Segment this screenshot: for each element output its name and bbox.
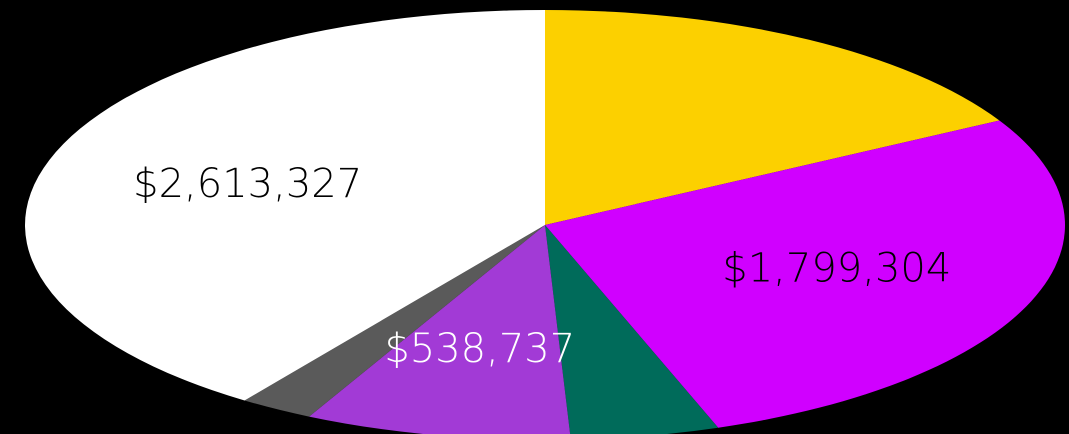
pie-slice: [545, 10, 1000, 225]
pie-slice: [545, 225, 719, 434]
pie-slice: [244, 225, 545, 417]
pie-slice: [24, 10, 545, 401]
pie-slice: [309, 225, 571, 434]
pie-slice: [545, 120, 1065, 428]
data-label: $2,613,327: [133, 161, 362, 207]
data-label: $1,799,304: [722, 246, 951, 292]
data-label: $538,737: [384, 326, 575, 372]
